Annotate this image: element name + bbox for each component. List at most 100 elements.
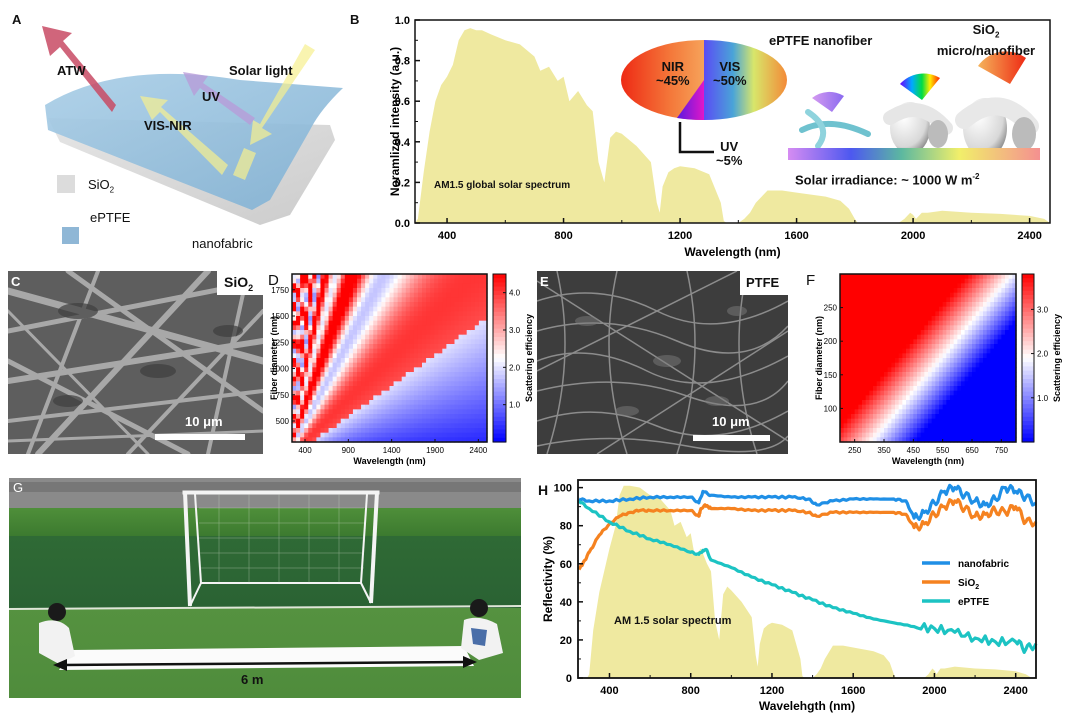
heatmap-cell — [422, 428, 427, 434]
heatmap-cell — [389, 428, 395, 434]
heatmap-cell — [979, 376, 984, 382]
heatmap-cell — [961, 437, 966, 443]
heatmap-cell — [324, 409, 330, 415]
heatmap-cell — [409, 325, 415, 331]
pie-label-vis: VIS ~50% — [713, 59, 747, 88]
heatmap-cell — [405, 358, 411, 364]
heatmap-cell — [909, 362, 914, 368]
heatmap-cell — [409, 344, 415, 350]
heatmap-cell — [865, 288, 870, 294]
colorbar-segment — [1022, 404, 1034, 409]
x-tick-label: 900 — [342, 446, 356, 455]
heatmap-cell — [344, 409, 350, 415]
heatmap-cell — [417, 362, 423, 368]
heatmap-cell — [983, 400, 988, 406]
heatmap-cell — [891, 367, 896, 373]
heatmap-cell — [887, 414, 892, 420]
heatmap-cell — [417, 381, 423, 387]
heatmap-cell — [843, 334, 848, 340]
heatmap-cell — [458, 404, 464, 410]
heatmap-cell — [939, 395, 944, 401]
heatmap-cell — [935, 306, 940, 312]
heatmap-cell — [413, 362, 419, 368]
heatmap-cell — [438, 353, 443, 359]
heatmap-cell — [482, 362, 488, 368]
heatmap-cell — [895, 376, 900, 382]
heatmap-cell — [300, 409, 305, 415]
heatmap-cell — [887, 348, 892, 354]
heatmap-cell — [466, 334, 472, 340]
heatmap-cell — [862, 292, 867, 298]
heatmap-cell — [964, 339, 969, 345]
eptfe-fiber-illustration — [799, 91, 871, 149]
heatmap-cell — [983, 423, 988, 429]
heatmap-cell — [385, 288, 391, 294]
heatmap-cell — [344, 348, 350, 354]
heatmap-cell — [1005, 372, 1010, 378]
heatmap-cell — [316, 372, 322, 378]
heatmap-cell — [920, 292, 925, 298]
heatmap-cell — [413, 334, 419, 340]
heatmap-cell — [876, 274, 881, 280]
heatmap-cell — [891, 372, 896, 378]
heatmap-cell — [895, 311, 900, 317]
heatmap-cell — [474, 330, 480, 336]
heatmap-cell — [442, 372, 447, 378]
heatmap-cell — [869, 288, 874, 294]
heatmap-cell — [939, 400, 944, 406]
heatmap-cell — [876, 386, 881, 392]
heatmap-cell — [898, 311, 903, 317]
heatmap-cell — [332, 297, 338, 303]
heatmap-cell — [994, 414, 999, 420]
heatmap-cell — [865, 358, 870, 364]
heatmap-cell — [357, 418, 362, 424]
heatmap-cell — [373, 386, 378, 392]
heatmap-cell — [865, 330, 870, 336]
heatmap-cell — [964, 362, 969, 368]
y-axis-label: Fiber diameter (nm) — [269, 316, 279, 400]
heatmap-cell — [986, 432, 991, 438]
heatmap-cell — [953, 325, 958, 331]
heatmap-cell — [454, 348, 460, 354]
heatmap-cells — [292, 274, 488, 443]
heatmap-cell — [344, 418, 350, 424]
heatmap-cell — [304, 274, 309, 280]
heatmap-cell — [986, 339, 991, 345]
heatmap-cell — [1012, 414, 1017, 420]
heatmap-cell — [458, 409, 464, 415]
heatmap-cell — [393, 367, 399, 373]
heatmap-cell — [292, 353, 297, 359]
heatmap-cell — [880, 325, 885, 331]
heatmap-cell — [361, 358, 366, 364]
heatmap-cell — [909, 386, 914, 392]
heatmap-cell — [950, 437, 955, 443]
heatmap-cell — [1012, 334, 1017, 340]
heatmap-cell — [983, 437, 988, 443]
heatmap-cell — [891, 320, 896, 326]
heatmap-cell — [876, 428, 881, 434]
heatmap-cell — [482, 428, 488, 434]
heatmap-cell — [887, 376, 892, 382]
heatmap-cell — [312, 288, 317, 294]
heatmap-cell — [961, 432, 966, 438]
heatmap-cell — [442, 414, 447, 420]
heatmap-cell — [348, 381, 354, 387]
heatmap-cell — [365, 292, 370, 298]
heatmap-cell — [935, 353, 940, 359]
heatmap-cell — [1008, 418, 1013, 424]
heatmap-cell — [466, 418, 472, 424]
heatmap-cell — [939, 325, 944, 331]
heatmap-cell — [1008, 381, 1013, 387]
heatmap-cell — [950, 283, 955, 289]
heatmap-cell — [409, 348, 415, 354]
heatmap-cell — [961, 306, 966, 312]
heatmap-cell — [924, 437, 929, 443]
heatmap-cell — [417, 353, 423, 359]
heatmap-cell — [332, 362, 338, 368]
heatmap-cell — [446, 320, 452, 326]
heatmap-cell — [895, 292, 900, 298]
heatmap-cell — [865, 409, 870, 415]
heatmap-cell — [869, 404, 874, 410]
colorbar — [493, 274, 506, 443]
heatmap-cell — [405, 418, 411, 424]
